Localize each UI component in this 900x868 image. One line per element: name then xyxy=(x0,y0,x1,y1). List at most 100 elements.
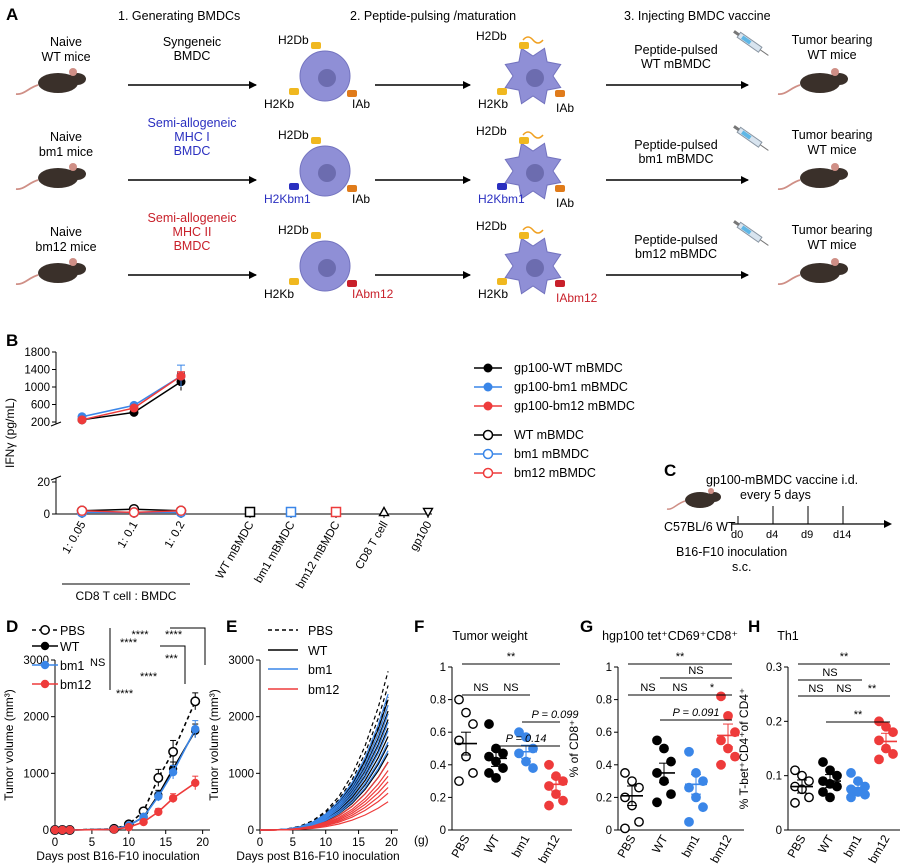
data-point xyxy=(818,757,828,767)
panel-label-e: E xyxy=(226,617,237,636)
c-mouse-label: C57BL/6 WT xyxy=(664,520,736,534)
data-point xyxy=(684,746,694,757)
y-tick-label: 0.2 xyxy=(430,792,446,804)
mouse-tail xyxy=(777,84,801,95)
data-point xyxy=(846,768,856,778)
label-iab: IAbm12 xyxy=(556,291,598,305)
data-point xyxy=(620,823,630,834)
data-point xyxy=(846,792,856,803)
syringe-needle xyxy=(759,144,769,151)
syringe-icon xyxy=(733,125,769,151)
mature-bmdc xyxy=(497,36,565,105)
comparison-label: NS xyxy=(808,683,823,695)
syringe-plunger xyxy=(733,125,740,132)
x-axis-label: Days post B16-F10 inoculation xyxy=(36,849,199,863)
legend-marker xyxy=(482,467,494,479)
panel-a-schematic: 1. Generating BMDCs 2. Peptide-pulsing /… xyxy=(15,9,872,305)
data-point xyxy=(790,797,800,808)
x-tick-label: 1: 0.05 xyxy=(61,520,89,556)
label-iab: IAbm12 xyxy=(352,287,394,301)
legend-label: gp100-WT mBMDC xyxy=(514,361,623,375)
bmdc-type-label: Semi-allogeneic xyxy=(148,211,237,225)
immature-bmdc xyxy=(289,42,357,102)
data-point xyxy=(698,802,708,813)
peptide xyxy=(522,226,544,234)
series-line xyxy=(55,730,196,831)
mouse-tail xyxy=(777,179,801,190)
legend-marker xyxy=(483,363,493,373)
chart-title: hgp100 tet⁺CD69⁺CD8⁺ xyxy=(602,629,738,643)
donor-label-line2: WT mice xyxy=(41,50,90,64)
comparison-label: ** xyxy=(840,651,849,663)
y-axis-label: (g) xyxy=(414,833,429,847)
data-point xyxy=(716,759,726,770)
day-d9: d9 xyxy=(801,529,813,541)
x-tick-label: 1: 0.1 xyxy=(116,520,141,551)
data-point xyxy=(804,792,814,803)
mhc-iab xyxy=(555,280,565,287)
series-point xyxy=(168,794,178,803)
immature-bmdc xyxy=(289,232,357,292)
y-tick-label: 0.3 xyxy=(766,662,782,674)
series-point xyxy=(128,507,140,518)
stat-label: **** xyxy=(116,688,134,700)
inject-label-line2: bm1 mBMDC xyxy=(638,152,713,166)
series-point xyxy=(191,778,200,788)
data-point xyxy=(888,727,898,738)
mhc-iab xyxy=(347,90,357,97)
mhc-iab xyxy=(347,185,357,192)
series-point xyxy=(154,792,163,801)
x-tick-label: 10 xyxy=(319,837,332,849)
comparison-label: NS xyxy=(688,665,703,677)
syringe-liquid xyxy=(741,130,752,140)
y-tick-label: 0.1 xyxy=(766,771,782,783)
data-point xyxy=(514,727,524,738)
x-tick-label: PBS xyxy=(784,833,808,861)
data-point xyxy=(544,781,554,791)
y-tick-label: 0 xyxy=(43,825,49,837)
comparison-label: NS xyxy=(822,667,837,679)
series-point xyxy=(129,403,139,413)
legend-marker xyxy=(40,679,50,689)
label-h2db: H2Db xyxy=(278,33,309,47)
y-tick-label: 2000 xyxy=(23,712,49,724)
bmdc-type-label: MHC II xyxy=(173,225,212,239)
mhc-h2db xyxy=(519,42,529,49)
y-axis-label: IFNγ (pg/mL) xyxy=(3,398,17,468)
legend-label: bm12 xyxy=(308,683,339,697)
series-point xyxy=(153,772,164,783)
step-3-label: 3. Injecting BMDC vaccine xyxy=(624,9,771,23)
stat-label: *** xyxy=(165,653,179,665)
mouse-head xyxy=(830,263,848,275)
individual-curve xyxy=(259,693,389,831)
chart-title: Th1 xyxy=(777,629,799,643)
label-h2db: H2Db xyxy=(278,223,309,237)
series-point xyxy=(168,768,178,777)
legend-label: PBS xyxy=(308,624,333,638)
data-point xyxy=(558,795,568,806)
data-point xyxy=(627,776,637,786)
bmdc-type-label: Syngeneic xyxy=(163,35,221,49)
donor-mouse xyxy=(15,68,86,95)
panel-b-ifng-chart: 0 20 200 600 1000 1400 1800 IFNγ (pg/mL) 1: 0.05… xyxy=(3,347,635,603)
data-point xyxy=(514,748,524,759)
mouse-tail xyxy=(15,179,39,190)
data-point xyxy=(860,789,870,800)
y-tick-label: 0.2 xyxy=(766,716,782,728)
recipient-label-line2: WT mice xyxy=(807,238,856,252)
y-tick-label: 1 xyxy=(606,662,612,674)
x-tick-label: bm12 mBMDC xyxy=(295,520,343,591)
control-point xyxy=(378,506,390,517)
panel-e-individual-growth: 0 1000 2000 3000 0 5 10 15 20 Tumor volume (mm³) D… xyxy=(207,624,400,863)
mouse-ear xyxy=(831,258,839,266)
y-tick-label: 200 xyxy=(31,417,50,429)
day-d0: d0 xyxy=(731,529,743,541)
comparison-label: NS xyxy=(640,682,655,694)
mhc-h2kb xyxy=(289,278,299,285)
mouse-tail xyxy=(15,274,39,285)
series-point xyxy=(191,724,200,734)
mouse-head xyxy=(830,73,848,85)
y-axis-label: % T-bet⁺CD4⁺of CD4⁺ xyxy=(737,688,751,810)
x-tick-label: bm12 xyxy=(865,832,892,865)
y-tick-label: 0.8 xyxy=(596,695,612,707)
